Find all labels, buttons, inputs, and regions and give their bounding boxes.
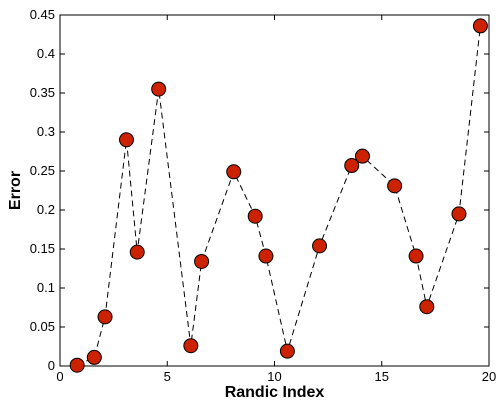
y-axis-label: Error [7, 171, 24, 210]
data-point [86, 349, 102, 365]
series-line [76, 25, 481, 366]
data-point [194, 253, 210, 269]
data-point [183, 338, 199, 354]
data-point [344, 158, 360, 174]
data-point [97, 309, 113, 325]
data-point [258, 248, 274, 264]
x-axis-label: Randic Index [225, 384, 325, 401]
y-tick-label: 0.15 [30, 241, 55, 256]
data-point [419, 299, 435, 315]
y-tick-label: 0.4 [37, 46, 55, 61]
x-tick-label: 5 [164, 369, 171, 384]
data-point [354, 148, 370, 164]
data-point [408, 248, 424, 264]
y-tick-label: 0.35 [30, 85, 55, 100]
axis-tick-labels: 0 5 10 15 20 0 0.05 0.1 0.15 0.2 0.25 0.3 0.35 0.4 0.4… [30, 7, 496, 384]
y-tick-label: 0.05 [30, 319, 55, 334]
data-points [69, 18, 488, 373]
x-tick-label: 0 [56, 369, 63, 384]
y-tick-label: 0.3 [37, 124, 55, 139]
y-tick-label: 0.1 [37, 280, 55, 295]
x-tick-label: 20 [482, 369, 496, 384]
data-point [312, 238, 328, 254]
data-point [226, 164, 242, 180]
data-point [129, 244, 145, 260]
y-tick-label: 0.45 [30, 7, 55, 22]
y-tick-label: 0.25 [30, 163, 55, 178]
data-point [69, 357, 85, 373]
axis-ticks [59, 14, 490, 367]
y-tick-label: 0.2 [37, 202, 55, 217]
data-point [118, 132, 134, 148]
data-point [247, 208, 263, 224]
data-point [472, 18, 488, 34]
x-tick-label: 15 [375, 369, 389, 384]
data-point [151, 81, 167, 97]
y-tick-label: 0 [48, 358, 55, 373]
data-point [279, 343, 295, 359]
x-tick-label: 10 [267, 369, 281, 384]
data-point [451, 206, 467, 222]
data-point [387, 178, 403, 194]
